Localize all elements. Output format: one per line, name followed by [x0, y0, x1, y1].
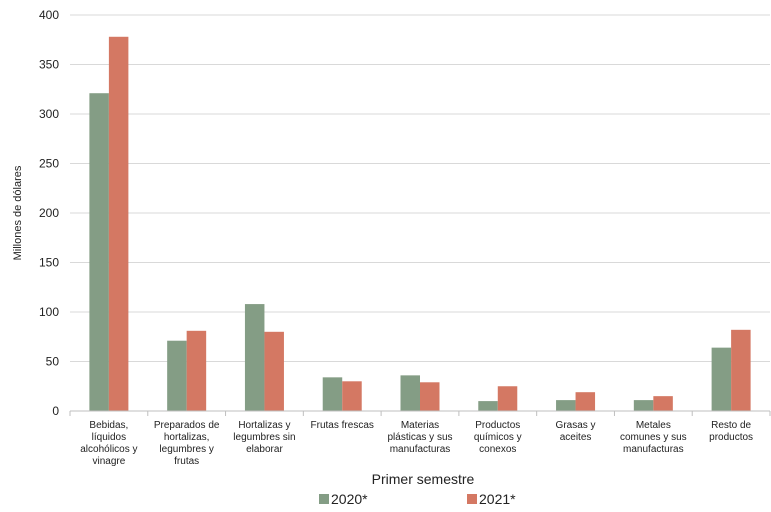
bar-2021	[420, 382, 440, 411]
x-category-label: Bebidas, líquidos alcohólicos y vinagre	[80, 420, 137, 467]
bar-2020	[478, 401, 498, 411]
gridlines	[70, 14, 770, 362]
bar-2020	[633, 400, 654, 411]
legend-swatch	[467, 494, 477, 504]
y-tick-label: 300	[39, 107, 59, 121]
y-axis-ticks: 0 50 100 150 200 250 300 350 400	[39, 8, 59, 418]
bar-2021	[342, 381, 362, 411]
bar-2021	[264, 331, 284, 411]
y-tick-label: 350	[39, 58, 59, 72]
bar-2020	[711, 347, 732, 411]
x-category-label: Productos químicos y conexos	[474, 420, 522, 455]
y-tick-label: 150	[39, 256, 59, 270]
x-category-label: Grasas y aceites	[556, 420, 596, 443]
legend-label: 2021*	[479, 491, 516, 507]
y-tick-label: 50	[46, 355, 60, 369]
bar-2020	[322, 377, 343, 411]
y-axis-label: Millones de dólares	[12, 165, 24, 260]
bar-2020	[167, 340, 187, 411]
x-category-label: Frutas frescas	[311, 420, 374, 431]
y-tick-label: 250	[39, 157, 59, 171]
legend-swatch	[319, 494, 329, 504]
legend-label: 2020*	[331, 491, 368, 507]
bar-2020	[556, 400, 576, 411]
bar-2021	[186, 330, 207, 411]
bar-2021	[731, 329, 751, 411]
x-axis-label: Primer semestre	[372, 471, 475, 487]
x-axis-categories: Bebidas, líquidos alcohólicos y vinagre Prep…	[69, 411, 771, 467]
x-category-label: Hortalizas y legumbres sin elaborar	[233, 420, 295, 455]
bar-2020	[244, 304, 265, 411]
y-tick-label: 100	[39, 305, 59, 319]
bar-2021	[497, 386, 518, 411]
bar-2021	[653, 396, 673, 411]
bar-2021	[575, 392, 596, 411]
bar-2020	[400, 375, 420, 411]
legend: 2020* 2021*	[319, 491, 516, 507]
bar-2021	[108, 36, 129, 411]
x-category-label: Preparados de hortalizas, legumbres y fruta…	[154, 420, 220, 467]
x-category-label: Resto de productos	[709, 420, 753, 443]
y-tick-label: 200	[39, 206, 59, 220]
y-tick-label: 0	[52, 404, 59, 418]
bars	[89, 36, 751, 412]
x-category-label: Materias plásticas y sus manufacturas	[387, 420, 452, 455]
x-category-label: Metales comunes y sus manufacturas	[620, 420, 687, 455]
bar-2020	[89, 93, 109, 412]
y-tick-label: 400	[39, 8, 59, 22]
